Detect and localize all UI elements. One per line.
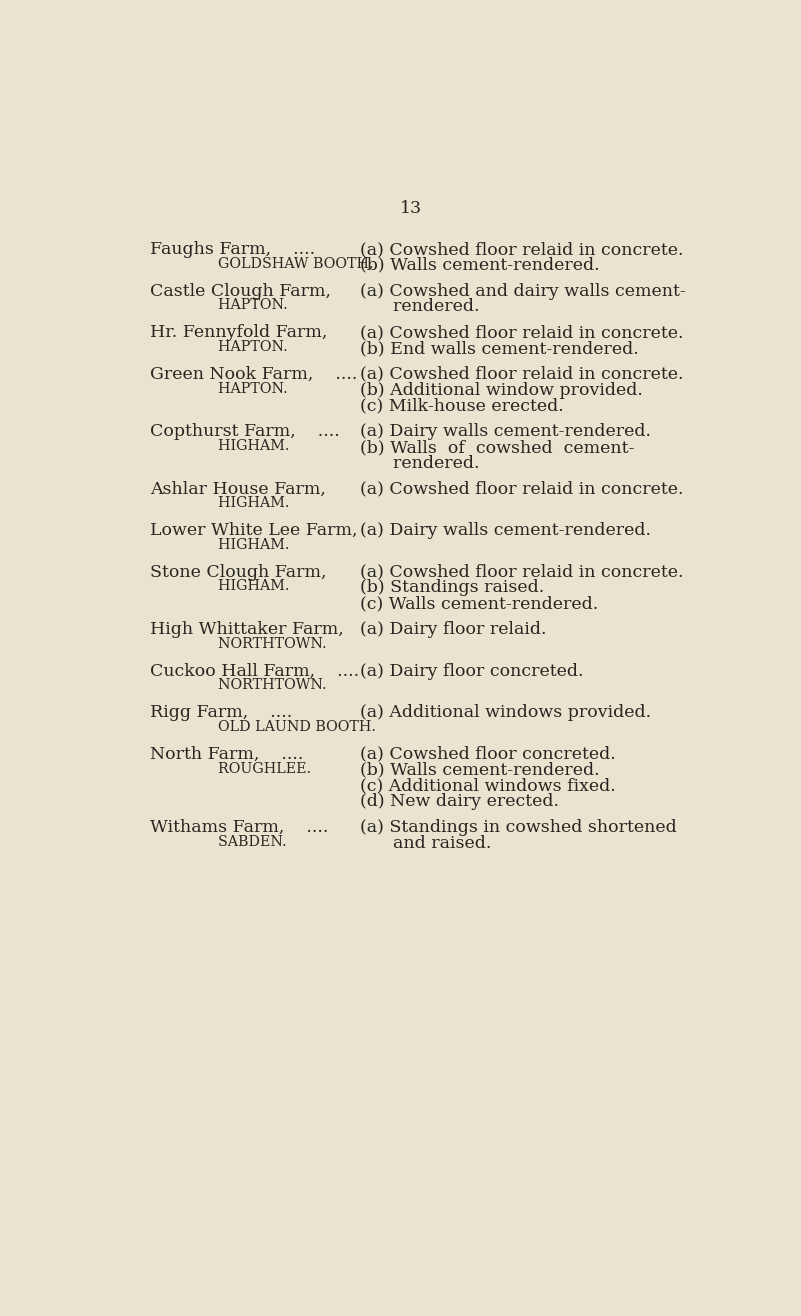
Text: Green Nook Farm,    ....: Green Nook Farm, .... (151, 366, 358, 383)
Text: and raised.: and raised. (360, 834, 491, 851)
Text: (b) Walls cement-rendered.: (b) Walls cement-rendered. (360, 762, 599, 779)
Text: Stone Clough Farm,: Stone Clough Farm, (151, 563, 327, 580)
Text: 13: 13 (400, 200, 421, 217)
Text: HIGHAM.: HIGHAM. (182, 496, 289, 511)
Text: Cuckoo Hall Farm,    ....: Cuckoo Hall Farm, .... (151, 663, 360, 679)
Text: Castle Clough Farm,: Castle Clough Farm, (151, 283, 332, 300)
Text: Faughs Farm,    ....: Faughs Farm, .... (151, 241, 316, 258)
Text: (c) Walls cement-rendered.: (c) Walls cement-rendered. (360, 595, 598, 612)
Text: (a) Dairy floor concreted.: (a) Dairy floor concreted. (360, 663, 583, 679)
Text: (a) Cowshed floor relaid in concrete.: (a) Cowshed floor relaid in concrete. (360, 480, 683, 497)
Text: OLD LAUND BOOTH.: OLD LAUND BOOTH. (182, 720, 376, 734)
Text: (b) Standings raised.: (b) Standings raised. (360, 579, 544, 596)
Text: NORTHTOWN.: NORTHTOWN. (182, 637, 326, 651)
Text: HAPTON.: HAPTON. (182, 299, 288, 312)
Text: (a) Cowshed floor relaid in concrete.: (a) Cowshed floor relaid in concrete. (360, 366, 683, 383)
Text: (a) Cowshed floor concreted.: (a) Cowshed floor concreted. (360, 746, 615, 763)
Text: Withams Farm,    ....: Withams Farm, .... (151, 819, 329, 836)
Text: HAPTON.: HAPTON. (182, 340, 288, 354)
Text: (b) Additional window provided.: (b) Additional window provided. (360, 382, 642, 399)
Text: (c) Milk-house erected.: (c) Milk-house erected. (360, 397, 563, 415)
Text: (a) Cowshed floor relaid in concrete.: (a) Cowshed floor relaid in concrete. (360, 324, 683, 341)
Text: Copthurst Farm,    ....: Copthurst Farm, .... (151, 424, 340, 440)
Text: ROUGHLEE.: ROUGHLEE. (182, 762, 311, 775)
Text: HIGHAM.: HIGHAM. (182, 538, 289, 551)
Text: North Farm,    ....: North Farm, .... (151, 746, 304, 763)
Text: (a) Standings in cowshed shortened: (a) Standings in cowshed shortened (360, 819, 677, 836)
Text: (a) Additional windows provided.: (a) Additional windows provided. (360, 704, 651, 721)
Text: (d) New dairy erected.: (d) New dairy erected. (360, 794, 559, 811)
Text: Hr. Fennyfold Farm,: Hr. Fennyfold Farm, (151, 324, 328, 341)
Text: rendered.: rendered. (360, 455, 479, 471)
Text: (b) End walls cement-rendered.: (b) End walls cement-rendered. (360, 340, 638, 357)
Text: High Whittaker Farm,: High Whittaker Farm, (151, 621, 344, 638)
Text: SABDEN.: SABDEN. (182, 834, 286, 849)
Text: HIGHAM.: HIGHAM. (182, 440, 289, 453)
Text: HAPTON.: HAPTON. (182, 382, 288, 396)
Text: (a) Cowshed floor relaid in concrete.: (a) Cowshed floor relaid in concrete. (360, 563, 683, 580)
Text: HIGHAM.: HIGHAM. (182, 579, 289, 594)
Text: NORTHTOWN.: NORTHTOWN. (182, 679, 326, 692)
Text: (b) Walls cement-rendered.: (b) Walls cement-rendered. (360, 257, 599, 274)
Text: Lower White Lee Farm,: Lower White Lee Farm, (151, 522, 358, 540)
Text: (b) Walls  of  cowshed  cement-: (b) Walls of cowshed cement- (360, 440, 634, 455)
Text: Rigg Farm,    ....: Rigg Farm, .... (151, 704, 292, 721)
Text: rendered.: rendered. (360, 299, 479, 316)
Text: (c) Additional windows fixed.: (c) Additional windows fixed. (360, 778, 615, 795)
Text: (a) Cowshed floor relaid in concrete.: (a) Cowshed floor relaid in concrete. (360, 241, 683, 258)
Text: (a) Dairy walls cement-rendered.: (a) Dairy walls cement-rendered. (360, 522, 650, 540)
Text: GOLDSHAW BOOTH.: GOLDSHAW BOOTH. (182, 257, 373, 271)
Text: Ashlar House Farm,: Ashlar House Farm, (151, 480, 326, 497)
Text: (a) Dairy walls cement-rendered.: (a) Dairy walls cement-rendered. (360, 424, 650, 440)
Text: (a) Cowshed and dairy walls cement-: (a) Cowshed and dairy walls cement- (360, 283, 686, 300)
Text: (a) Dairy floor relaid.: (a) Dairy floor relaid. (360, 621, 546, 638)
